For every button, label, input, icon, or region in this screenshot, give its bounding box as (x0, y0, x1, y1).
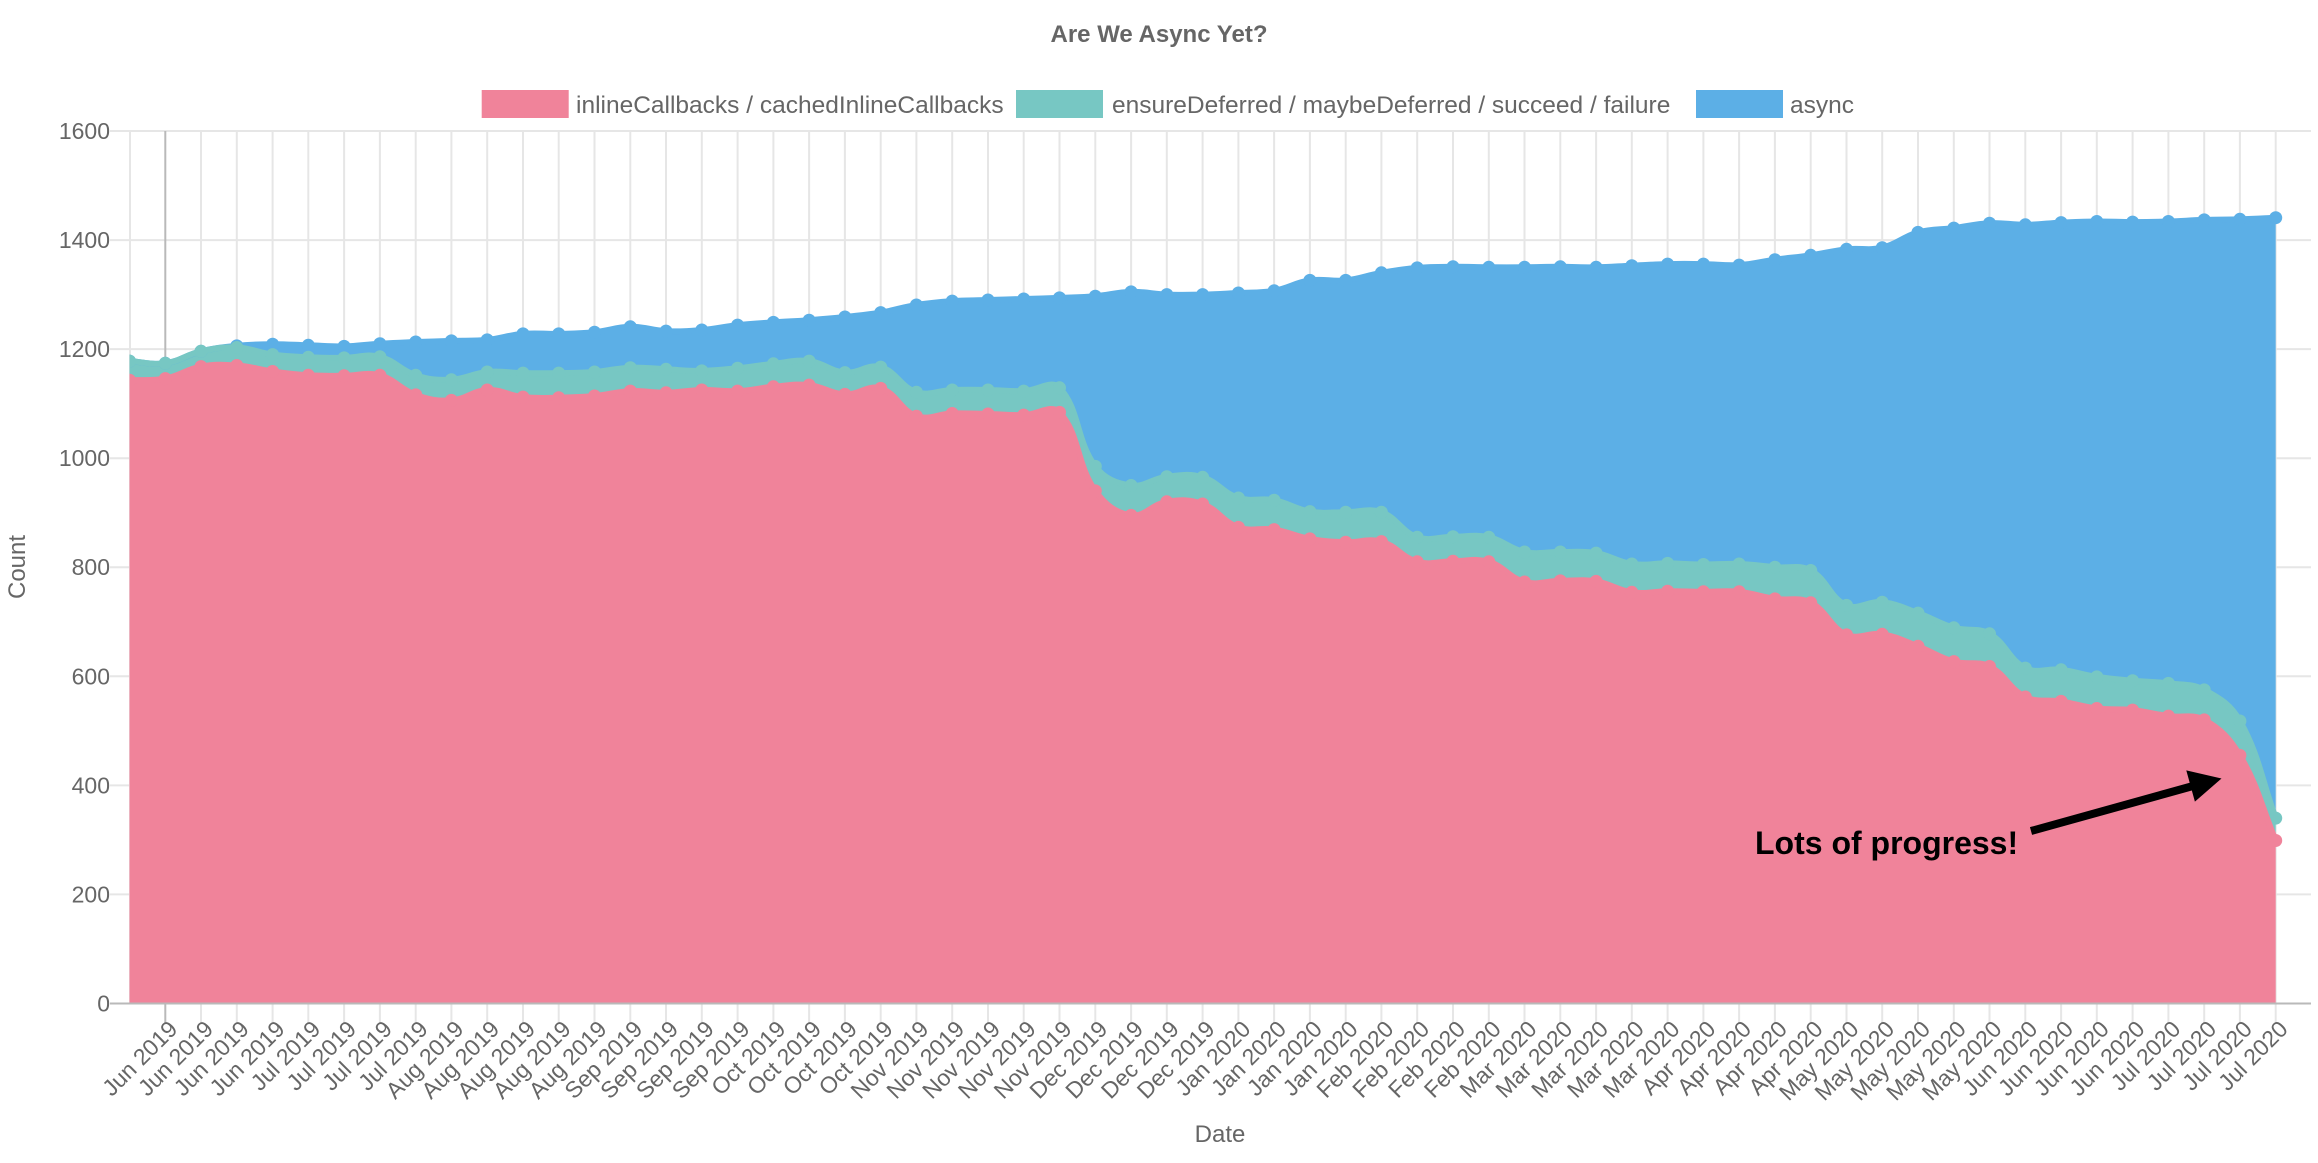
svg-text:1000: 1000 (59, 445, 110, 471)
svg-text:Date: Date (1195, 1121, 1246, 1148)
svg-text:200: 200 (72, 881, 110, 907)
svg-text:400: 400 (72, 772, 110, 798)
svg-text:1600: 1600 (59, 118, 110, 144)
svg-text:async: async (1790, 92, 1854, 119)
svg-text:Count: Count (4, 535, 31, 599)
svg-text:ensureDeferred / maybeDeferred: ensureDeferred / maybeDeferred / succeed… (1112, 92, 1670, 119)
svg-text:800: 800 (72, 554, 110, 580)
svg-text:Lots of progress!: Lots of progress! (1755, 825, 2018, 861)
svg-text:1400: 1400 (59, 227, 110, 253)
svg-text:inlineCallbacks / cachedInline: inlineCallbacks / cachedInlineCallbacks (576, 92, 1004, 119)
svg-text:0: 0 (97, 991, 110, 1017)
svg-text:1200: 1200 (59, 336, 110, 362)
svg-text:600: 600 (72, 663, 110, 689)
svg-text:Are We Async Yet?: Are We Async Yet? (1051, 21, 1268, 48)
